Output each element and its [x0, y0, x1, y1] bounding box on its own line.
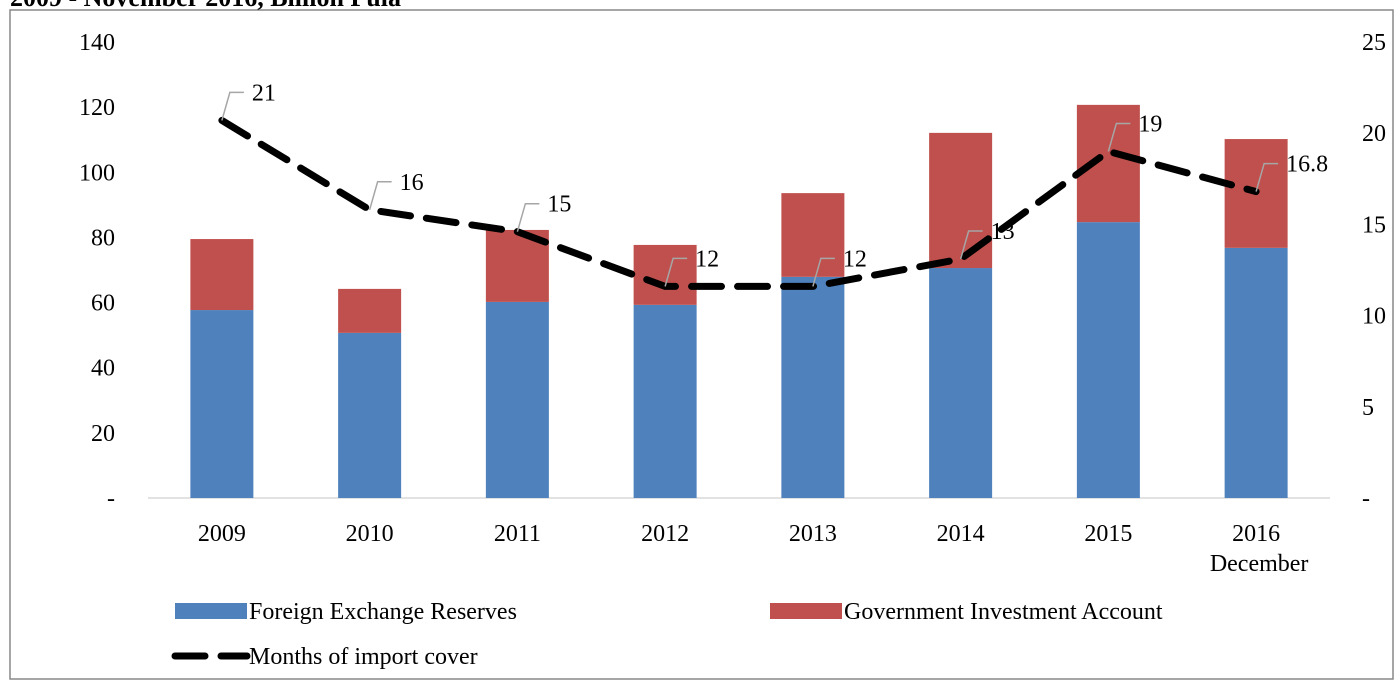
- bar: [929, 132, 993, 269]
- legend-swatch: [770, 603, 842, 619]
- data-label: 21: [252, 80, 276, 106]
- leader-line: [812, 257, 835, 287]
- y2-tick-label: 10: [1362, 304, 1386, 330]
- leader-line: [1107, 122, 1131, 152]
- data-label: 16.8: [1286, 152, 1328, 178]
- y-tick-label: 80: [91, 225, 115, 251]
- y-tick-label: 40: [91, 356, 115, 382]
- x-tick-label: 2016 December: [1204, 521, 1309, 577]
- bar: [485, 301, 549, 498]
- x-tick-label: 2012: [641, 521, 689, 547]
- bar: [338, 288, 402, 333]
- bar: [1076, 222, 1140, 498]
- leader-line: [664, 257, 688, 287]
- y2-tick-label: 5: [1362, 395, 1374, 421]
- y-tick-label: -: [107, 486, 115, 512]
- y2-tick-label: 20: [1362, 121, 1386, 147]
- bar: [929, 268, 993, 498]
- bar: [1224, 247, 1288, 498]
- chart-title: 2009 - November 2016, Billion Pula: [10, 0, 401, 12]
- bar: [781, 193, 845, 277]
- leader-line: [368, 181, 392, 211]
- bar: [190, 239, 254, 311]
- y-tick-label: 20: [91, 421, 115, 447]
- x-tick-label: 2009: [198, 521, 246, 547]
- x-tick-label: 2010: [346, 521, 394, 547]
- data-label: 12: [843, 246, 867, 272]
- y-tick-label: 120: [79, 95, 115, 121]
- y2-tick-label: -: [1362, 486, 1370, 512]
- legend-label: Foreign Exchange Reserves: [249, 599, 517, 625]
- y2-tick-label: 15: [1362, 212, 1386, 238]
- bar: [633, 304, 697, 498]
- x-tick-label: 2014: [937, 521, 985, 547]
- bar: [338, 332, 402, 498]
- leader-line: [1255, 162, 1279, 192]
- y-tick-label: 140: [79, 30, 115, 56]
- bar: [190, 310, 254, 498]
- y-tick-label: 100: [79, 160, 115, 186]
- line: [218, 116, 1260, 290]
- data-label: 19: [1138, 111, 1162, 137]
- legend-label: Months of import cover: [249, 644, 478, 670]
- data-label: 15: [547, 192, 571, 218]
- x-tick-label: 2011: [494, 521, 541, 547]
- x-tick-label: 2015: [1084, 521, 1132, 547]
- data-label: 16: [400, 170, 424, 196]
- leader-line: [959, 230, 983, 260]
- data-label: 13: [991, 219, 1015, 245]
- leader-line: [221, 91, 244, 121]
- bar: [633, 244, 697, 305]
- x-tick-label: 2013: [789, 521, 837, 547]
- leader-line: [516, 202, 540, 232]
- y-tick-label: 60: [91, 291, 115, 317]
- legend-label: Government Investment Account: [844, 599, 1163, 625]
- y2-tick-label: 25: [1362, 30, 1386, 56]
- data-label: 12: [695, 246, 719, 272]
- legend-swatch: [175, 603, 247, 619]
- bar: [781, 276, 845, 498]
